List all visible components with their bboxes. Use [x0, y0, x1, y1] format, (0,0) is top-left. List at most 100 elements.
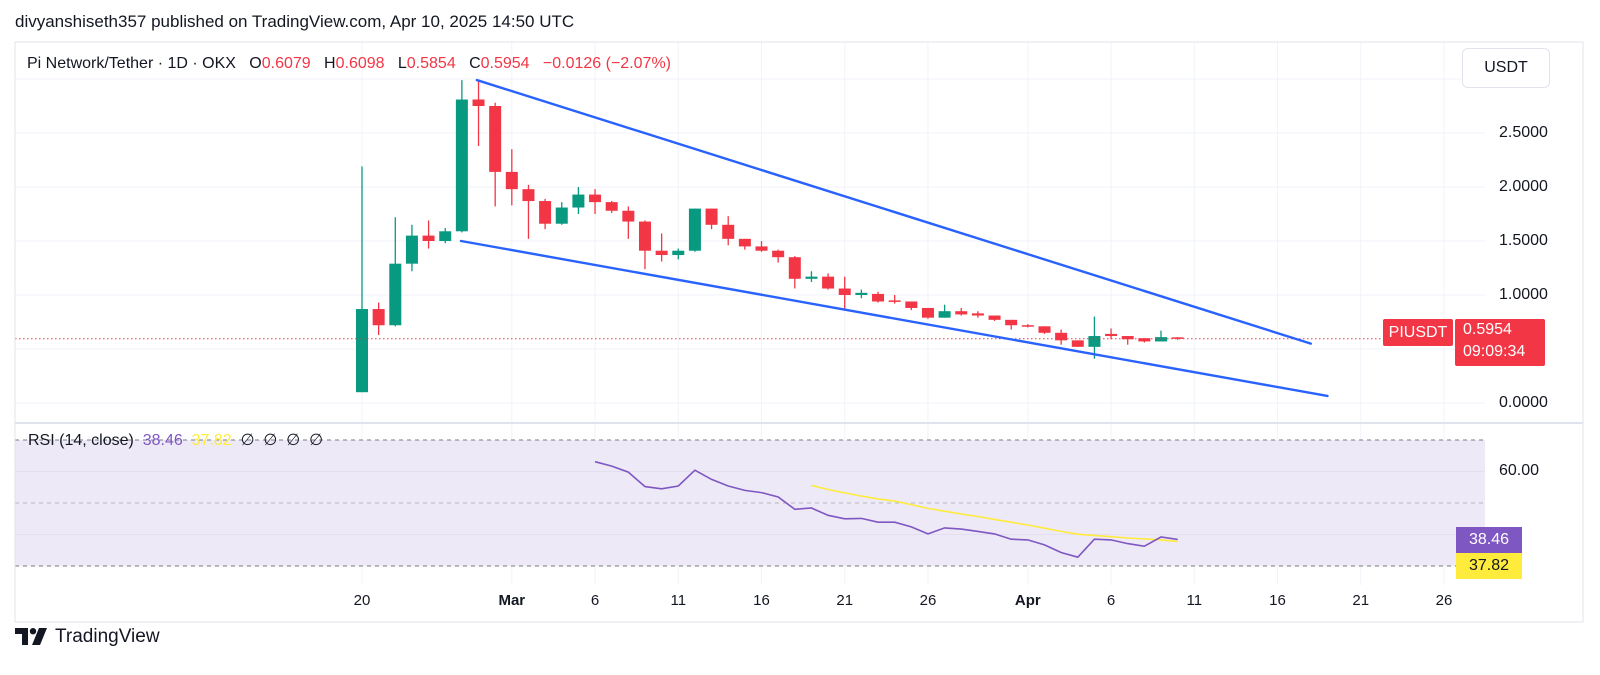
candle-body — [988, 315, 1001, 320]
candle-body — [356, 309, 368, 393]
open-label: O — [249, 55, 262, 72]
price-axis-label: 0.0000 — [1499, 394, 1548, 411]
candle-body — [921, 307, 934, 318]
candle-body — [888, 300, 901, 302]
price-axis-label: 2.0000 — [1499, 178, 1548, 195]
symbol-price-tag: PIUSDT — [1383, 319, 1453, 346]
rsi-axis-label: 60.00 — [1499, 462, 1540, 479]
price-axis-label: 1.5000 — [1499, 232, 1548, 249]
tradingview-logo[interactable]: TradingView — [15, 626, 160, 648]
candle-body — [589, 194, 602, 203]
rsi-legend: RSI (14, close) 38.46 37.82 ∅ ∅ ∅ ∅ — [28, 430, 323, 450]
candle-body — [805, 276, 818, 279]
candle-body — [1171, 337, 1184, 339]
candles — [15, 80, 1383, 393]
candle-body — [1105, 333, 1118, 337]
candle-body — [372, 309, 385, 326]
low-label: L — [397, 55, 407, 72]
time-axis-label: 21 — [836, 592, 854, 609]
candle-body — [505, 171, 518, 190]
time-axis-label: Apr — [1014, 592, 1041, 609]
rsi-lines — [594, 460, 1178, 559]
change-value: −0.0126 (−2.07%) — [542, 55, 671, 72]
candle-body — [1155, 337, 1168, 342]
candle-body — [1055, 332, 1068, 341]
candle-body — [688, 208, 701, 251]
trendline[interactable] — [459, 239, 1329, 398]
candle-body — [405, 235, 418, 264]
high-label: H — [324, 55, 336, 72]
time-axis-label: 11 — [1186, 592, 1203, 609]
rsi-ma-line — [811, 484, 1178, 543]
rsi-title[interactable]: RSI (14, close) — [28, 432, 134, 449]
time-axis-label: 20 — [353, 592, 371, 609]
candle-body — [439, 231, 452, 241]
high-value: 0.6098 — [335, 55, 385, 72]
na-value-4: ∅ — [309, 432, 323, 449]
rsi-value-tag: 38.46 — [1456, 527, 1522, 553]
rsi-line — [594, 460, 1178, 559]
candle-body — [955, 311, 968, 315]
candle-body — [788, 257, 801, 279]
low-value: 0.5854 — [406, 55, 456, 72]
candle-body — [572, 194, 585, 208]
close-value: 0.5954 — [480, 55, 530, 72]
rsi-pane — [15, 439, 1485, 567]
candle-body — [555, 207, 568, 224]
price-axis-label: 1.0000 — [1499, 286, 1548, 303]
candle-body — [622, 210, 635, 222]
candle-body — [1121, 336, 1134, 340]
na-value-2: ∅ — [263, 432, 278, 449]
candle-body — [472, 99, 485, 106]
candle-body — [1088, 336, 1101, 347]
publish-header: divyanshiseth357 published on TradingVie… — [15, 12, 575, 31]
time-axis-label: 6 — [590, 592, 600, 609]
na-value-1: ∅ — [240, 432, 255, 449]
candle-body — [1071, 340, 1084, 347]
candle-body — [971, 313, 984, 316]
time-axis-label: 16 — [753, 592, 770, 609]
candle-body — [1038, 326, 1051, 333]
last-price-value: 0.5954 — [1463, 321, 1512, 338]
na-value-3: ∅ — [286, 432, 301, 449]
symbol-legend: Pi Network/Tether · 1D · OKX O0.6079 H0.… — [27, 55, 671, 73]
tradingview-logo-icon — [15, 628, 47, 645]
candle-body — [1005, 319, 1018, 326]
candle-body — [838, 288, 851, 295]
symbol-name[interactable]: Pi Network/Tether · 1D · OKX — [27, 55, 236, 72]
candle-body — [738, 238, 751, 247]
bar-countdown: 09:09:34 — [1463, 343, 1526, 360]
time-axis-label: 11 — [670, 592, 687, 609]
candle-body — [638, 221, 651, 251]
rsi-ma-value: 37.82 — [191, 432, 232, 449]
candle-body — [422, 235, 435, 241]
rsi-value: 38.46 — [142, 432, 183, 449]
candle-body — [755, 246, 768, 251]
candle-body — [522, 189, 535, 202]
candle-body — [655, 250, 668, 256]
candle-body — [772, 250, 785, 258]
open-value: 0.6079 — [261, 55, 311, 72]
price-axis-label: 2.5000 — [1499, 124, 1548, 141]
chart-border — [14, 41, 1584, 623]
candle-body — [1138, 338, 1151, 342]
trendlines[interactable] — [459, 78, 1329, 398]
candle-body — [605, 202, 618, 211]
candle-body — [672, 250, 685, 256]
candle-body — [822, 276, 835, 289]
chart-frame — [14, 41, 1584, 623]
candle-body — [705, 208, 718, 225]
brand-name: TradingView — [55, 626, 160, 647]
candle-body — [938, 311, 951, 318]
candle-body — [489, 106, 502, 172]
candle-body — [539, 201, 552, 224]
trendline[interactable] — [475, 78, 1313, 345]
time-axis-label: 6 — [1106, 592, 1116, 609]
currency-button[interactable]: USDT — [1462, 48, 1550, 88]
time-axis-label: 26 — [1435, 592, 1453, 609]
candle-body — [455, 99, 468, 232]
time-axis-label: Mar — [498, 592, 526, 609]
time-axis-label: 26 — [919, 592, 937, 609]
time-axis-label: 21 — [1352, 592, 1370, 609]
